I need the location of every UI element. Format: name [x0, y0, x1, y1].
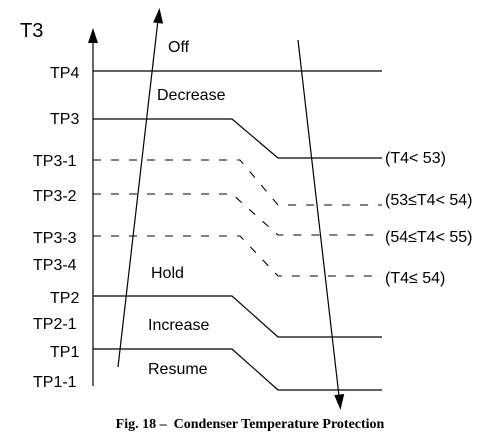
zone-label-increase: Increase [148, 317, 209, 334]
level-label-tp1: TP1 [50, 344, 79, 361]
rising-arrow-line [117, 19, 159, 368]
level-line-tp3-3 [93, 235, 382, 277]
level-line-tp3-1 [93, 159, 382, 206]
level-label-tp2-1: TP2-1 [33, 316, 77, 333]
level-label-tp3-2: TP3-2 [33, 188, 77, 205]
figure-caption: Fig. 18 – Condenser Temperature Protecti… [116, 417, 385, 432]
level-label-tp3-1: TP3-1 [33, 153, 77, 170]
zone-label-off: Off [168, 39, 190, 56]
level-line-tp1 [93, 348, 382, 391]
zone-label-hold: Hold [151, 265, 184, 282]
level-line-tp2 [93, 295, 382, 338]
t3-axis-arrowhead [88, 28, 98, 43]
level-line-tp3 [93, 118, 382, 159]
level-line-tp3-2 [93, 193, 382, 236]
condition-label-3: (54≤T4< 55) [385, 229, 473, 246]
axis-title: T3 [20, 20, 43, 42]
condition-label-2: (53≤T4< 54) [385, 192, 473, 209]
level-label-tp3-4: TP3-4 [33, 257, 77, 274]
zone-label-resume: Resume [148, 361, 208, 378]
condition-label-1: (T4< 53) [385, 150, 446, 167]
falling-arrowhead [334, 394, 345, 410]
falling-arrow-line [297, 39, 340, 397]
level-label-tp3-3: TP3-3 [33, 230, 77, 247]
level-label-tp4: TP4 [50, 65, 79, 82]
condition-label-4: (T4≤ 54) [385, 270, 445, 287]
level-label-tp3: TP3 [50, 111, 79, 128]
level-label-tp2: TP2 [50, 290, 79, 307]
zone-label-decrease: Decrease [157, 87, 226, 104]
level-label-tp1-1: TP1-1 [33, 374, 77, 391]
rising-arrowhead [153, 8, 164, 24]
